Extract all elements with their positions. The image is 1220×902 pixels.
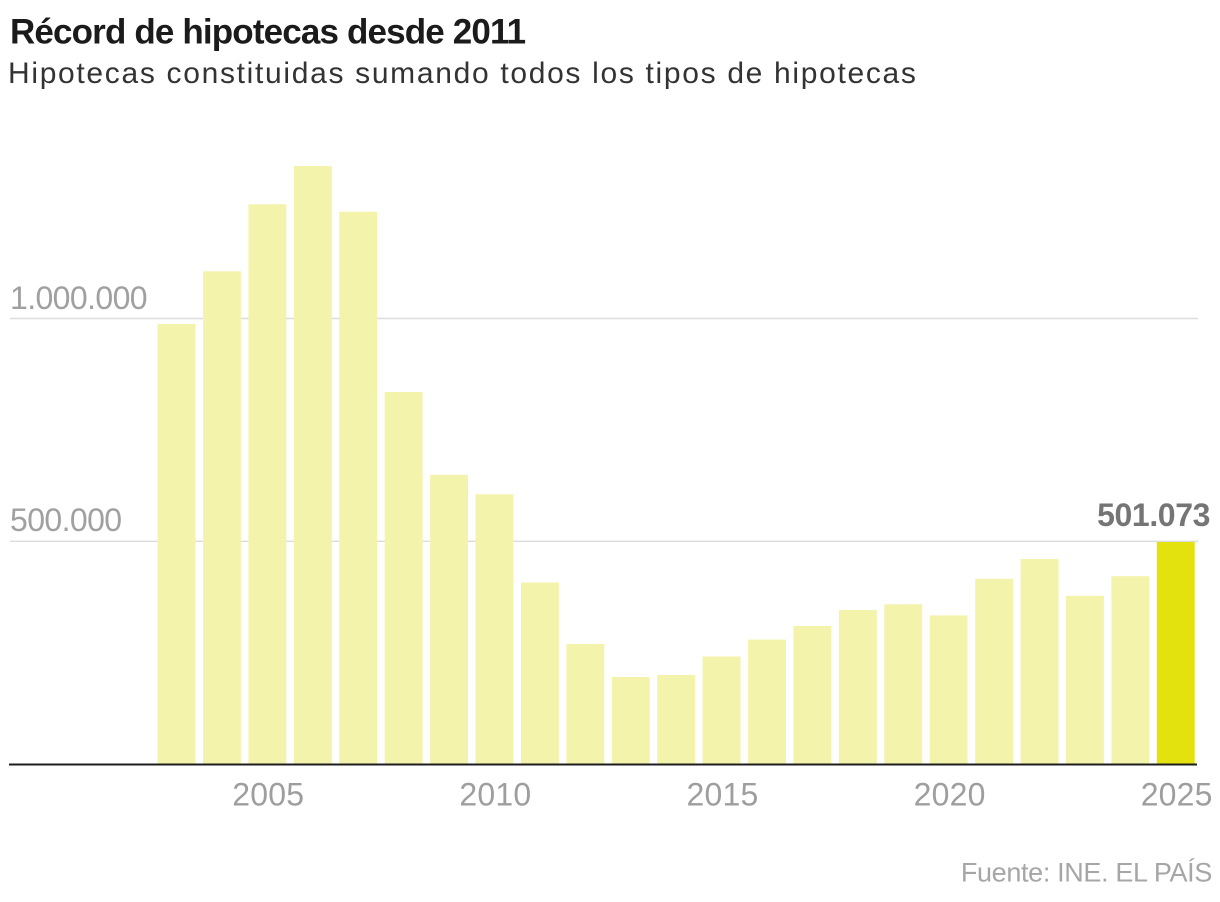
svg-text:2005: 2005 <box>232 777 304 813</box>
svg-text:Fuente: INE. EL PAÍS: Fuente: INE. EL PAÍS <box>961 858 1212 888</box>
svg-text:2010: 2010 <box>459 777 531 813</box>
svg-text:1.000.000: 1.000.000 <box>10 280 147 316</box>
svg-text:Hipotecas constituidas sumando: Hipotecas constituidas sumando todos los… <box>8 57 918 90</box>
svg-text:500.000: 500.000 <box>10 502 121 538</box>
svg-text:Récord de hipotecas desde 2011: Récord de hipotecas desde 2011 <box>10 13 526 52</box>
svg-text:2015: 2015 <box>687 777 759 813</box>
svg-text:2025: 2025 <box>1141 777 1213 813</box>
svg-text:501.073: 501.073 <box>1097 497 1210 533</box>
svg-text:2020: 2020 <box>914 777 986 813</box>
